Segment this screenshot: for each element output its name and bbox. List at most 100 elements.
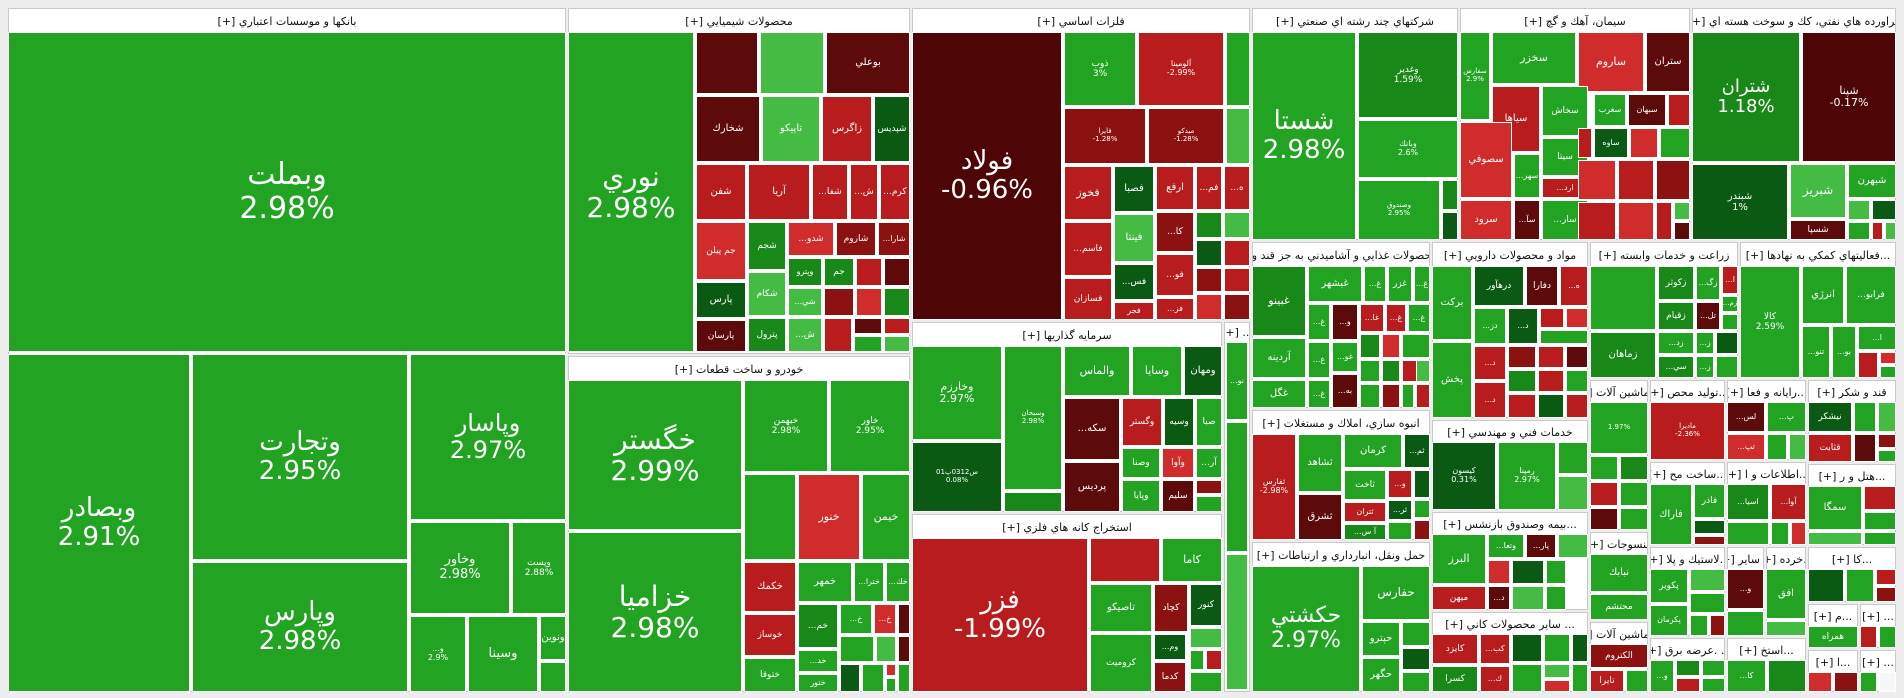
sector-header-other[interactable]: ... ساير [+] [1728,548,1763,570]
stock-tile[interactable] [854,318,882,334]
stock-tile-درهآور[interactable]: درهآور [1474,266,1524,306]
sector-header-insurance[interactable]: ...بيمه وصندوق بازنشس [+] [1433,513,1587,535]
stock-tile-...غ[interactable]: ...غ [1408,304,1430,332]
stock-tile-...ز[interactable]: ...ز [1696,332,1714,354]
stock-tile-...سهر[interactable]: ...سهر [1514,154,1540,198]
sector-header-engineering[interactable]: خدمات فني و مهندسي [+] [1433,421,1587,443]
stock-tile[interactable] [1512,560,1544,584]
sector-header-metals[interactable]: فلزات اساسي [+] [913,9,1249,33]
stock-tile[interactable] [856,258,882,286]
stock-tile-...لس[interactable]: ...لس [1727,402,1765,432]
stock-tile-پارسان[interactable]: پارسان [696,320,746,352]
stock-tile-فجر[interactable]: فجر [1114,302,1154,320]
stock-tile-ثتران[interactable]: ثتران [1344,502,1386,522]
stock-tile-...وم[interactable]: ...وم [1154,634,1186,660]
stock-tile-زماهان[interactable]: زماهان [1590,332,1656,378]
stock-tile[interactable] [1676,678,1700,692]
stock-tile-...آوا[interactable]: ...آوا [1771,484,1806,520]
stock-tile-شبريز[interactable]: شبريز [1790,164,1846,218]
sector-header-stub-1[interactable]: ... [+] [1861,605,1895,627]
stock-tile[interactable] [1442,180,1458,210]
stock-tile-...د[interactable]: ...د [1474,382,1506,418]
stock-tile-...تنو[interactable]: ...تنو [1802,326,1830,378]
stock-tile-ثفارس[interactable]: ثفارس -2.98% [1252,434,1296,540]
stock-tile-...د[interactable]: ...د [1488,586,1510,610]
stock-tile[interactable] [886,664,896,676]
stock-tile-ختور[interactable]: ختور [798,674,838,692]
stock-tile[interactable] [1791,522,1806,545]
sector-header-wood[interactable]: ... [+] [1225,323,1249,341]
stock-tile[interactable] [1224,268,1250,292]
stock-tile[interactable] [1540,308,1564,328]
sector-header-electricity[interactable]: ... .عرضه برق [+] [1651,639,1724,661]
stock-tile-وپست[interactable]: وپست 2.88% [512,522,566,614]
stock-tile[interactable] [1620,482,1648,506]
stock-tile-خوساز[interactable]: خوساز [744,614,796,656]
stock-tile-حفارس[interactable]: حفارس [1362,566,1430,620]
stock-tile[interactable] [1702,678,1725,692]
stock-tile[interactable] [1879,626,1896,648]
stock-tile[interactable] [824,318,852,352]
stock-tile-پارس[interactable]: پارس [696,282,746,318]
sector-header-rubber[interactable]: ...لاستيك و پلا [+] [1651,548,1724,570]
stock-tile-كيسون[interactable]: كيسون 0.31% [1432,442,1496,510]
stock-tile-ستران[interactable]: ستران [1646,32,1690,92]
stock-tile[interactable] [1694,520,1725,534]
stock-tile-...ثر[interactable]: ...ثر [1388,500,1412,520]
stock-tile[interactable] [1546,586,1566,610]
stock-tile[interactable] [1360,384,1380,408]
stock-tile-كاما[interactable]: كاما [1162,538,1222,582]
stock-tile[interactable] [1878,434,1896,448]
stock-tile-شسپا[interactable]: شسپا [1790,220,1846,240]
stock-tile-كايزد[interactable]: كايزد [1432,634,1478,664]
stock-tile[interactable] [1402,648,1430,670]
stock-tile[interactable] [1854,402,1876,432]
stock-tile[interactable] [898,636,910,662]
stock-tile[interactable] [856,288,882,316]
sector-header-hotel[interactable]: ...هتل و ر [+] [1809,465,1895,487]
stock-tile[interactable] [1488,560,1510,584]
stock-tile[interactable] [1402,334,1430,358]
stock-tile-ومهان[interactable]: ومهان [1184,346,1222,396]
stock-tile-...و[interactable]: ...و 2.9% [410,616,466,692]
stock-tile-نيشكر[interactable]: نيشكر [1808,402,1852,432]
stock-tile[interactable] [1402,384,1414,408]
stock-tile-...فو[interactable]: ...فو [1156,254,1194,296]
stock-tile[interactable] [1388,522,1412,540]
stock-tile-...خ[interactable]: ...خ [874,604,896,634]
stock-tile-...غو[interactable]: ...غو [1332,342,1358,372]
stock-tile[interactable] [1190,650,1204,670]
stock-tile[interactable] [1544,680,1570,692]
sector-header-other-mineral[interactable]: ... ساير محصولات كاني [+] [1433,613,1587,635]
stock-tile[interactable] [1771,522,1789,545]
stock-tile-سرود[interactable]: سرود [1460,200,1512,240]
stock-tile-وسايا[interactable]: وسايا [1132,346,1182,396]
stock-tile-شپنا[interactable]: شپنا -0.17% [1802,32,1896,162]
stock-tile-...سي[interactable]: ...سي [1658,356,1694,378]
stock-tile[interactable] [1590,508,1618,530]
stock-tile[interactable] [1848,222,1870,240]
stock-tile[interactable] [876,636,896,662]
stock-tile[interactable] [1508,346,1536,368]
stock-tile-...غ[interactable]: ...غ [1308,342,1330,378]
stock-tile-...وتعا[interactable]: ...وتعا [1488,534,1524,558]
stock-tile-انرژي[interactable]: انرژي [1802,266,1844,324]
sector-header-metal-fab[interactable]: ...ساخت مح [+] [1651,463,1724,485]
stock-tile-...كب[interactable]: ...كب [1480,634,1510,664]
stock-tile[interactable] [1512,664,1542,692]
stock-tile-س0312پ01[interactable]: س0312پ01 0.08% [912,442,1002,512]
sector-header-banks[interactable]: بانكها و موسسات اعتباري [+] [9,9,565,33]
stock-tile[interactable] [1789,434,1806,460]
stock-tile-غزر[interactable]: غزر [1388,266,1412,302]
stock-tile[interactable] [1854,434,1876,462]
stock-tile-خكمك[interactable]: خكمك [744,562,796,612]
stock-tile[interactable] [1727,611,1764,636]
stock-tile-...اسيا[interactable]: ...اسيا [1727,484,1769,520]
sector-header-telecom[interactable]: ...اطلاعات و ا [+] [1728,463,1805,485]
stock-tile[interactable] [1566,370,1588,392]
stock-tile[interactable] [1727,522,1769,545]
stock-tile[interactable] [884,336,910,352]
stock-tile[interactable] [1702,660,1725,676]
sector-header-aux-financial[interactable]: ...فعاليتهاي كمكي به نهادها [+] [1741,243,1895,267]
sector-header-machinery-equip[interactable]: ... ماشين آلات [+] [1591,381,1647,403]
